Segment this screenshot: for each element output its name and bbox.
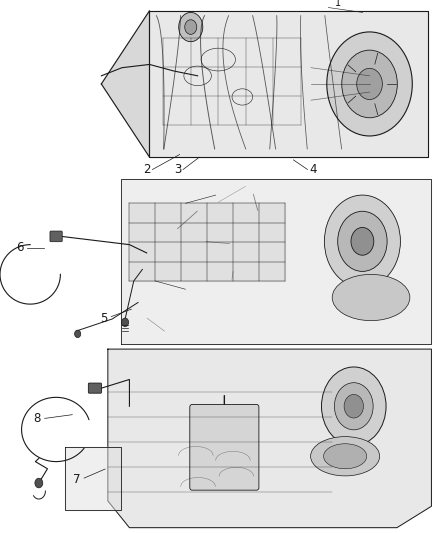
Ellipse shape bbox=[332, 274, 410, 321]
Text: 4: 4 bbox=[309, 163, 317, 176]
Circle shape bbox=[35, 478, 43, 488]
Ellipse shape bbox=[311, 437, 380, 476]
FancyBboxPatch shape bbox=[88, 383, 102, 393]
Polygon shape bbox=[121, 179, 431, 344]
Circle shape bbox=[185, 20, 197, 34]
Text: 2: 2 bbox=[143, 163, 151, 176]
Text: 1: 1 bbox=[335, 0, 341, 8]
Circle shape bbox=[357, 68, 382, 100]
FancyBboxPatch shape bbox=[190, 405, 259, 490]
Circle shape bbox=[342, 50, 397, 118]
Circle shape bbox=[321, 367, 386, 446]
FancyBboxPatch shape bbox=[50, 231, 62, 242]
Circle shape bbox=[325, 195, 400, 288]
Text: 3: 3 bbox=[174, 163, 181, 176]
Polygon shape bbox=[101, 11, 149, 157]
Circle shape bbox=[327, 32, 412, 136]
Text: 8: 8 bbox=[34, 412, 41, 425]
Text: 7: 7 bbox=[73, 473, 81, 486]
Circle shape bbox=[122, 318, 129, 327]
Circle shape bbox=[351, 228, 374, 255]
Circle shape bbox=[338, 211, 387, 271]
Text: 5: 5 bbox=[101, 312, 108, 325]
Text: 6: 6 bbox=[16, 241, 24, 254]
Polygon shape bbox=[130, 203, 285, 281]
Polygon shape bbox=[108, 349, 431, 528]
Polygon shape bbox=[65, 447, 121, 510]
Polygon shape bbox=[149, 11, 428, 157]
Circle shape bbox=[344, 394, 364, 418]
Circle shape bbox=[334, 383, 373, 430]
Circle shape bbox=[179, 12, 203, 42]
Circle shape bbox=[74, 330, 81, 337]
Ellipse shape bbox=[324, 444, 367, 469]
